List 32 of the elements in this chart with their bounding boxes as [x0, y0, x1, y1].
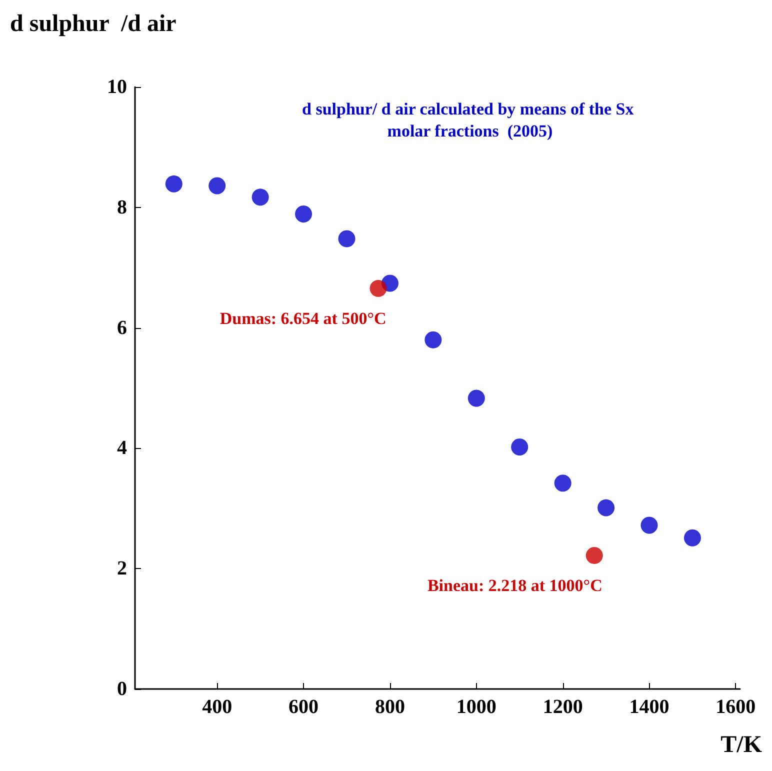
x-tick-label: 1200: [542, 696, 583, 718]
point: [165, 175, 182, 192]
x-axis-title: T/K: [720, 732, 762, 758]
y-axis-title: d sulphur /d air: [10, 11, 177, 37]
y-tick-label: 4: [117, 437, 127, 460]
point: [684, 529, 701, 546]
point: [295, 206, 312, 223]
point: [586, 546, 603, 564]
point: [468, 390, 485, 407]
point: [370, 280, 387, 297]
y-tick-label: 10: [107, 76, 127, 98]
point: [554, 474, 572, 492]
point: [640, 516, 658, 534]
point: [598, 499, 615, 516]
point: [338, 230, 356, 248]
x-tick-label: 800: [374, 696, 405, 718]
y-tick-label: 6: [117, 316, 127, 339]
y-tick-label: 2: [117, 558, 127, 580]
x-tick-label: 1400: [629, 696, 670, 718]
x-tick-label: 1600: [716, 696, 756, 718]
point: [208, 177, 226, 194]
x-tick-label: 600: [288, 696, 319, 718]
y-tick-label: 8: [117, 196, 127, 218]
x-tick-label: 1000: [456, 696, 496, 718]
x-tick-label: 400: [202, 696, 232, 718]
point: [424, 331, 442, 348]
annotation: d sulphur/ d air calculated by means of the Sx molar fractions (2005): [302, 100, 638, 140]
annotation: Dumas: 6.654 at 500°C: [220, 308, 386, 328]
point: [252, 188, 269, 206]
annotation: Bineau: 2.218 at 1000°C: [427, 576, 602, 595]
point: [511, 438, 528, 456]
y-tick-label: 0: [117, 678, 127, 700]
